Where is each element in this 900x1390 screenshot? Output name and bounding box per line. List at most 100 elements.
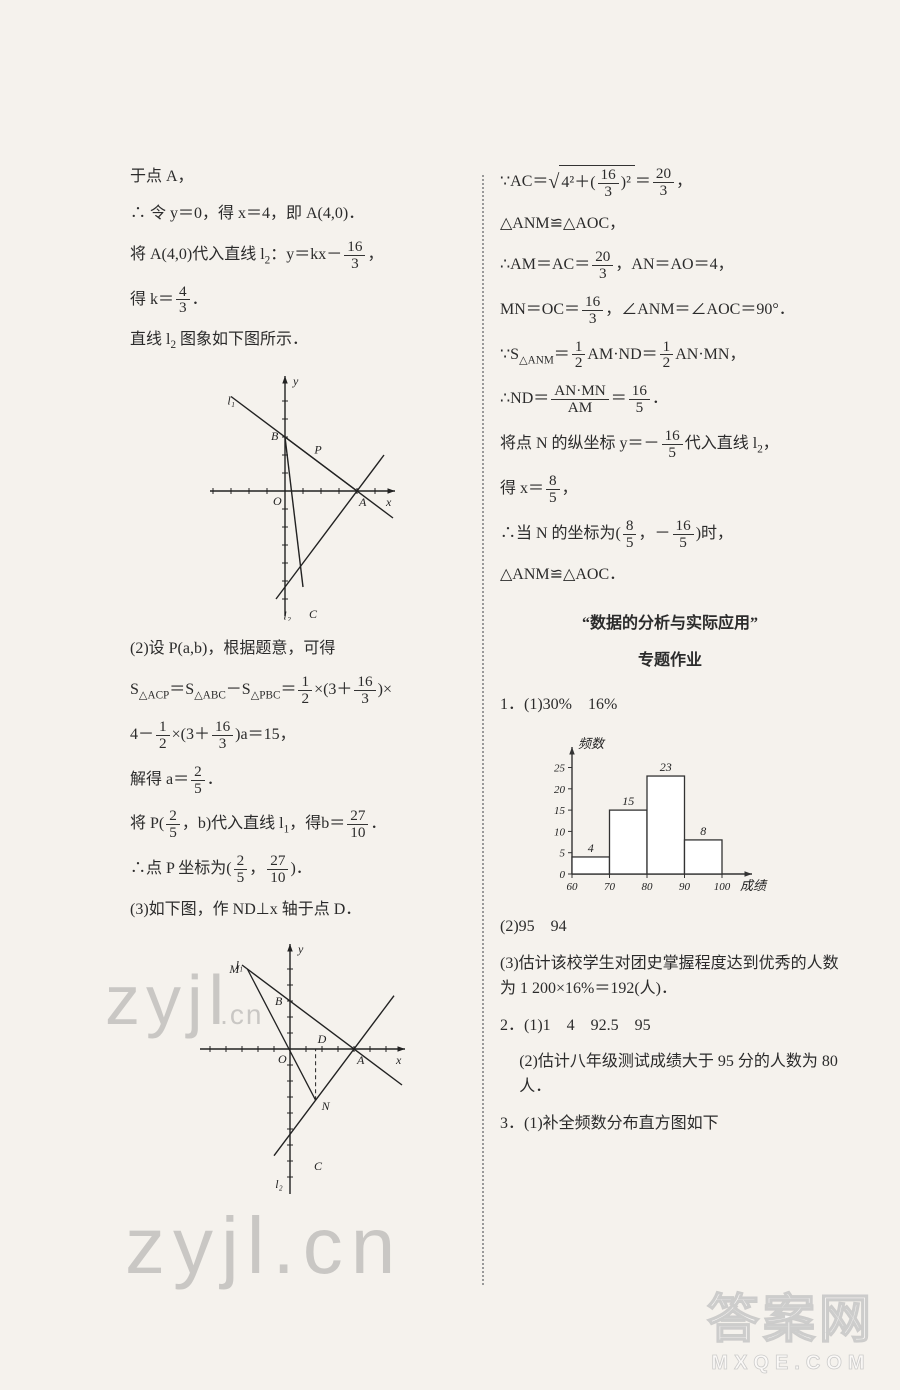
text: (2)设 P(a,b)，根据题意，可得 xyxy=(130,637,470,662)
t: ， xyxy=(676,173,692,190)
section-sub: 专题作业 xyxy=(500,649,840,674)
text: ∵S△ANM＝12AM·ND＝12AN·MN， xyxy=(500,339,840,372)
svg-text:25: 25 xyxy=(554,763,566,775)
text: ∴ND＝AN·MNAM＝165． xyxy=(500,383,840,416)
svg-text:y: y xyxy=(292,374,299,388)
t: )． xyxy=(290,861,311,878)
text: 将 P(25，b)代入直线 l1，得b＝2710． xyxy=(130,808,470,841)
den: 3 xyxy=(354,691,375,707)
t: MN＝OC＝ xyxy=(500,301,580,318)
svg-text:4: 4 xyxy=(588,841,594,855)
graph-2: OABCMNDxyl₁l₂ xyxy=(130,939,470,1199)
den: 5 xyxy=(623,535,637,551)
den: 10 xyxy=(267,870,288,886)
t: ＝ xyxy=(554,346,570,363)
t: 直线 l xyxy=(130,331,170,348)
num: 1 xyxy=(298,674,312,691)
num: 16 xyxy=(354,674,375,691)
svg-text:5: 5 xyxy=(560,848,566,860)
t: ，∠ANM＝∠AOC＝90°． xyxy=(605,301,795,318)
svg-text:l₂: l₂ xyxy=(275,1177,283,1191)
svg-text:80: 80 xyxy=(642,881,654,893)
svg-text:x: x xyxy=(385,495,392,509)
num: 2 xyxy=(191,764,205,781)
num: 2 xyxy=(234,853,248,870)
graph-2-svg: OABCMNDxyl₁l₂ xyxy=(190,939,410,1199)
text: ∴点 P 坐标为(25，2710)． xyxy=(130,853,470,886)
text: ∴ 令 y＝0，得 x＝4，即 A(4,0)． xyxy=(130,202,470,227)
sub: △ACP xyxy=(139,689,169,701)
svg-text:15: 15 xyxy=(554,805,566,817)
num: 16 xyxy=(582,294,603,311)
num: 2 xyxy=(166,808,180,825)
fraction: 165 xyxy=(629,383,650,416)
num: 27 xyxy=(347,808,368,825)
fraction: 2710 xyxy=(347,808,368,841)
fraction: 25 xyxy=(191,764,205,797)
sqrt-body: 4²＋(163)² xyxy=(559,165,634,200)
t: ，AN＝AO＝4， xyxy=(615,256,733,273)
histogram-svg: 051015202560708090100415238频数成绩 xyxy=(530,734,770,899)
t: ×(3＋ xyxy=(314,681,352,698)
t: ∴ND＝ xyxy=(500,391,549,408)
t: ． xyxy=(192,291,208,308)
svg-text:10: 10 xyxy=(554,827,566,839)
fraction: 12 xyxy=(298,674,312,707)
fraction: 203 xyxy=(592,249,613,282)
fraction: AN·MNAM xyxy=(551,383,608,416)
svg-text:100: 100 xyxy=(714,881,731,893)
svg-text:23: 23 xyxy=(660,760,672,774)
t: ∴AM＝AC＝ xyxy=(500,256,590,273)
sqrt-sym: √ xyxy=(548,167,559,198)
t: )时， xyxy=(696,525,733,542)
histogram: 051015202560708090100415238频数成绩 xyxy=(530,734,840,899)
fraction: 165 xyxy=(662,428,683,461)
text: 将 A(4,0)代入直线 l2：y＝kx－163， xyxy=(130,239,470,272)
den: 2 xyxy=(156,736,170,752)
t: ＝ xyxy=(280,681,296,698)
t: ，－ xyxy=(638,525,670,542)
svg-text:D: D xyxy=(317,1032,327,1046)
svg-text:成绩: 成绩 xyxy=(740,878,768,893)
text: (2)估计八年级测试成绩大于 95 分的人数为 80 人． xyxy=(500,1050,840,1100)
t: －S xyxy=(226,681,251,698)
text: 2．(1)1 4 92.5 95 xyxy=(500,1014,840,1039)
text: ∴AM＝AC＝203，AN＝AO＝4， xyxy=(500,249,840,282)
t: ，b)代入直线 l xyxy=(182,816,284,833)
num: 8 xyxy=(623,518,637,535)
sqrt: √4²＋(163)² xyxy=(548,165,634,200)
text: (3)如下图，作 ND⊥x 轴于点 D． xyxy=(130,898,470,923)
t: 得 x＝ xyxy=(500,480,544,497)
text: 1．(1)30% 16% xyxy=(500,693,840,718)
t: ， xyxy=(249,861,265,878)
svg-text:y: y xyxy=(297,942,304,956)
t: ． xyxy=(652,391,668,408)
t: 解得 a＝ xyxy=(130,771,189,788)
den: 5 xyxy=(166,825,180,841)
text: 3．(1)补全频数分布直方图如下 xyxy=(500,1112,840,1137)
fraction: 85 xyxy=(546,473,560,506)
t: S xyxy=(130,681,139,698)
den: 5 xyxy=(662,445,683,461)
fraction: 25 xyxy=(234,853,248,886)
svg-text:N: N xyxy=(321,1099,331,1113)
text: (3)估计该校学生对团史掌握程度达到优秀的人数为 1 200×16%＝192(人… xyxy=(500,952,840,1002)
text: 将点 N 的纵坐标 y＝－165代入直线 l2， xyxy=(500,428,840,461)
svg-text:P: P xyxy=(313,443,322,457)
fraction: 85 xyxy=(623,518,637,551)
den: 3 xyxy=(653,183,674,199)
t: ＝ xyxy=(635,173,651,190)
num: 1 xyxy=(660,339,674,356)
num: 27 xyxy=(267,853,288,870)
den: 3 xyxy=(212,736,233,752)
num: 1 xyxy=(156,719,170,736)
num: 16 xyxy=(212,719,233,736)
text: ∵AC＝√4²＋(163)²＝203， xyxy=(500,165,840,200)
svg-text:C: C xyxy=(314,1159,323,1173)
den: 3 xyxy=(176,300,190,316)
svg-text:60: 60 xyxy=(567,881,579,893)
svg-text:90: 90 xyxy=(679,881,691,893)
fraction: 12 xyxy=(660,339,674,372)
den: 10 xyxy=(347,825,368,841)
svg-text:O: O xyxy=(273,494,282,508)
